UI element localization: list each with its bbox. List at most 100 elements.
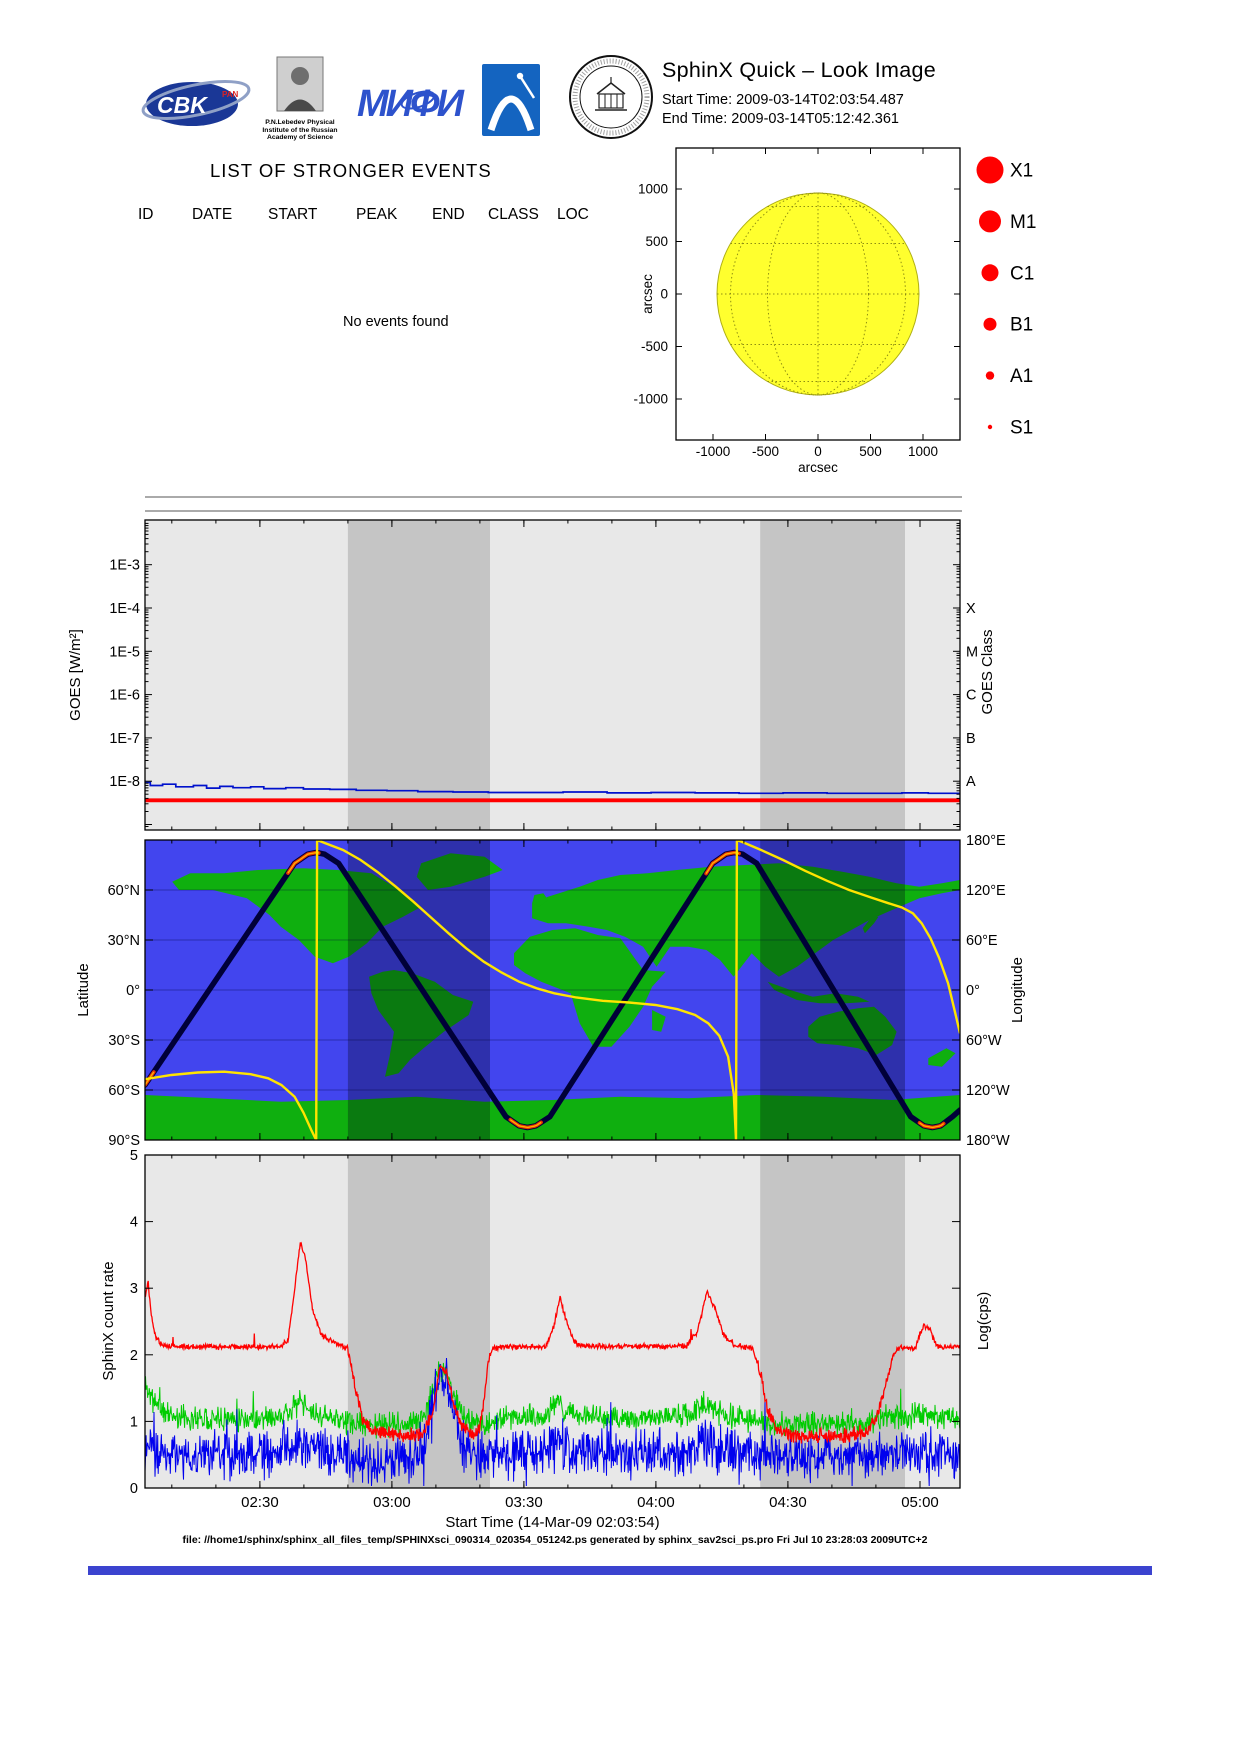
svg-text:SphinX count rate: SphinX count rate: [100, 1261, 117, 1380]
lebedev-portrait: [276, 56, 324, 112]
svg-text:C1: C1: [1010, 263, 1034, 284]
svg-text:arcsec: arcsec: [798, 460, 838, 475]
continent-japan: [862, 916, 879, 934]
flare-class-dot-X1: [976, 156, 1004, 184]
cbk-logo-graphic: CBK PAN: [141, 80, 251, 126]
events-title-text: LIST OF STRONGER EVENTS: [210, 160, 492, 181]
svg-text:30°S: 30°S: [108, 1033, 140, 1049]
continent-new-zealand: [928, 1048, 956, 1067]
svg-text:-500: -500: [641, 339, 668, 354]
svg-text:1000: 1000: [638, 182, 668, 197]
svg-text:X: X: [966, 601, 976, 617]
svg-text:03:30: 03:30: [505, 1494, 543, 1511]
orbit-panel: [145, 840, 960, 1140]
svg-text:GOES Class: GOES Class: [979, 629, 996, 714]
red-channel-line: [145, 1241, 960, 1444]
title-block: SphinX Quick – Look Image Start Time: 20…: [662, 58, 1082, 127]
svg-text:0: 0: [814, 444, 822, 459]
svg-text:M: M: [966, 644, 978, 660]
countrate-panel: [145, 1155, 960, 1488]
svg-text:1: 1: [130, 1414, 138, 1430]
mifi-logo: МИФИ: [354, 76, 472, 128]
svg-text:5: 5: [130, 1148, 138, 1164]
svg-text:2: 2: [130, 1348, 138, 1364]
svg-text:1E-4: 1E-4: [109, 601, 140, 617]
bottom-blue-bar: [88, 1566, 1152, 1575]
svg-text:0°: 0°: [126, 983, 140, 999]
continent-south-america: [369, 970, 474, 1077]
svg-text:120°W: 120°W: [966, 1083, 1010, 1099]
lebedev-logo: P.N.Lebedev Physical Institute of the Ru…: [254, 56, 346, 142]
svg-text:500: 500: [645, 234, 668, 249]
svg-text:30°N: 30°N: [108, 933, 140, 949]
svg-text:0: 0: [130, 1481, 138, 1497]
svg-text:-1000: -1000: [633, 392, 668, 407]
seal-logo: [568, 54, 654, 140]
events-col-start: START: [268, 206, 318, 223]
svg-text:Log(cps): Log(cps): [975, 1292, 992, 1350]
svg-text:Start Time (14-Mar-09 02:03:54: Start Time (14-Mar-09 02:03:54): [445, 1514, 659, 1531]
svg-text:1E-5: 1E-5: [109, 644, 140, 660]
svg-text:-1000: -1000: [696, 444, 731, 459]
svg-text:1E-6: 1E-6: [109, 688, 140, 704]
svg-text:B: B: [966, 731, 976, 747]
svg-text:1000: 1000: [908, 444, 938, 459]
svg-text:1E-7: 1E-7: [109, 731, 140, 747]
svg-text:180°W: 180°W: [966, 1133, 1010, 1149]
svg-text:0: 0: [660, 287, 668, 302]
continent-africa: [514, 928, 666, 1047]
cbk-logo: CBK PAN: [138, 74, 252, 134]
continent-australia: [808, 1006, 897, 1055]
events-columns: ID DATE START PEAK END CLASS LOC: [0, 206, 700, 226]
svg-text:GOES [W/m²]: GOES [W/m²]: [67, 629, 84, 721]
svg-text:60°E: 60°E: [966, 933, 998, 949]
green-channel-line: [145, 1361, 960, 1439]
events-empty-message: No events found: [343, 314, 449, 330]
svg-text:180°E: 180°E: [966, 833, 1006, 849]
eclipse-band: [347, 840, 490, 1140]
svg-text:M1: M1: [1010, 212, 1036, 233]
svg-text:B1: B1: [1010, 315, 1033, 336]
events-col-id: ID: [138, 206, 154, 223]
goes-panel: [145, 520, 960, 830]
svg-text:4: 4: [130, 1215, 138, 1231]
cbk-logo-sub-text: PAN: [222, 90, 239, 99]
svg-text:3: 3: [130, 1281, 138, 1297]
arch-logo-graphic: [482, 64, 540, 136]
mifi-logo-text: МИФИ: [357, 83, 465, 125]
page-title: SphinX Quick – Look Image: [662, 58, 937, 82]
goes-flux-line: [145, 781, 960, 795]
svg-text:X1: X1: [1010, 161, 1033, 182]
svg-text:arcsec: arcsec: [640, 274, 655, 314]
svg-text:05:00: 05:00: [901, 1494, 939, 1511]
svg-text:S1: S1: [1010, 418, 1033, 439]
svg-text:C: C: [966, 688, 976, 704]
events-col-peak: PEAK: [356, 206, 398, 223]
svg-text:03:00: 03:00: [373, 1494, 411, 1511]
svg-text:120°E: 120°E: [966, 883, 1006, 899]
svg-text:Longitude: Longitude: [1009, 957, 1026, 1023]
svg-text:0°: 0°: [966, 983, 980, 999]
svg-text:04:00: 04:00: [637, 1494, 675, 1511]
start-time-label: Start Time: 2009-03-14T02:03:54.487: [662, 92, 904, 108]
seal-logo-graphic: [569, 55, 653, 139]
end-time-label: End Time: 2009-03-14T05:12:42.361: [662, 111, 899, 127]
continent-madagascar: [652, 1010, 666, 1032]
svg-text:60°S: 60°S: [108, 1083, 140, 1099]
svg-text:500: 500: [859, 444, 882, 459]
svg-text:A1: A1: [1010, 366, 1033, 387]
flare-class-dot-B1: [983, 317, 997, 331]
lebedev-caption-line2: Institute of the Russian: [262, 126, 338, 134]
svg-text:04:30: 04:30: [769, 1494, 807, 1511]
svg-text:02:30: 02:30: [241, 1494, 279, 1511]
svg-text:-500: -500: [752, 444, 779, 459]
flare-class-dot-M1: [979, 210, 1001, 233]
footer-fileline: file: //home1/sphinx/sphinx_all_files_te…: [182, 1534, 928, 1546]
events-col-end: END: [432, 206, 465, 223]
svg-text:1E-3: 1E-3: [109, 558, 140, 574]
svg-text:1E-8: 1E-8: [109, 774, 140, 790]
events-title: LIST OF STRONGER EVENTS: [210, 160, 492, 182]
svg-text:60°N: 60°N: [108, 883, 140, 899]
